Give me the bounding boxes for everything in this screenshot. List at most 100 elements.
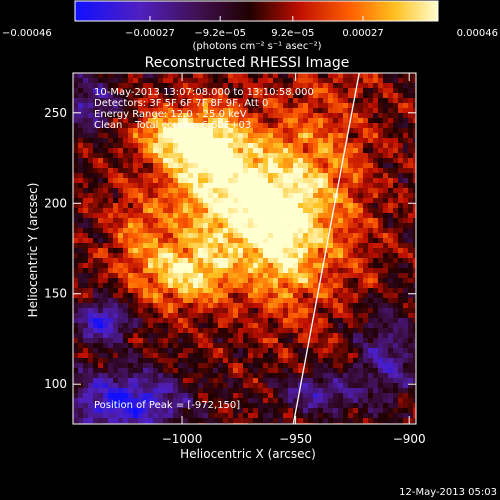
- heatmap-cell: [83, 108, 89, 114]
- heatmap-cell: [238, 263, 244, 269]
- heatmap-cell: [298, 338, 304, 344]
- heatmap-cell: [398, 293, 404, 299]
- heatmap-cell: [343, 88, 349, 94]
- heatmap-cell: [283, 368, 289, 374]
- heatmap-cell: [258, 183, 264, 189]
- heatmap-cell: [273, 163, 279, 169]
- heatmap-cell: [148, 348, 154, 354]
- heatmap-cell: [83, 273, 89, 279]
- heatmap-cell: [388, 103, 394, 109]
- heatmap-cell: [198, 143, 204, 149]
- heatmap-cell: [318, 168, 324, 174]
- heatmap-cell: [178, 193, 184, 199]
- heatmap-cell: [393, 263, 399, 269]
- heatmap-cell: [283, 288, 289, 294]
- heatmap-cell: [413, 398, 416, 404]
- heatmap-cell: [223, 218, 229, 224]
- heatmap-cell: [218, 223, 224, 229]
- heatmap-cell: [78, 243, 84, 249]
- heatmap-cell: [383, 138, 389, 144]
- heatmap-cell: [168, 343, 174, 349]
- heatmap-cell: [248, 173, 254, 179]
- heatmap-cell: [78, 403, 84, 409]
- heatmap-cell: [303, 318, 309, 324]
- heatmap-cell: [203, 123, 209, 129]
- heatmap-cell: [193, 353, 199, 359]
- heatmap-cell: [128, 208, 134, 214]
- heatmap-cell: [373, 263, 379, 269]
- heatmap-cell: [183, 303, 189, 309]
- heatmap-cell: [348, 338, 354, 344]
- heatmap-cell: [273, 193, 279, 199]
- heatmap-cell: [308, 303, 314, 309]
- heatmap-cell: [283, 408, 289, 414]
- heatmap-cell: [198, 173, 204, 179]
- heatmap-cell: [148, 233, 154, 239]
- heatmap-cell: [113, 408, 119, 414]
- heatmap-cell: [238, 223, 244, 229]
- heatmap-cell: [78, 128, 84, 134]
- heatmap-cell: [168, 173, 174, 179]
- heatmap-cell: [73, 263, 79, 269]
- heatmap-cell: [328, 203, 334, 209]
- heatmap-cell: [73, 313, 79, 319]
- heatmap-cell: [123, 388, 129, 394]
- heatmap-cell: [193, 388, 199, 394]
- heatmap-cell: [228, 273, 234, 279]
- heatmap-cell: [143, 273, 149, 279]
- heatmap-cell: [358, 398, 364, 404]
- heatmap-cell: [148, 338, 154, 344]
- heatmap-cell: [388, 268, 394, 274]
- heatmap-cell: [83, 168, 89, 174]
- heatmap-cell: [253, 213, 259, 219]
- heatmap-cell: [233, 398, 239, 404]
- heatmap-cell: [133, 118, 139, 124]
- heatmap-cell: [248, 343, 254, 349]
- heatmap-cell: [298, 308, 304, 314]
- heatmap-cell: [203, 363, 209, 369]
- heatmap-cell: [238, 248, 244, 254]
- heatmap-cell: [358, 368, 364, 374]
- heatmap-cell: [243, 378, 249, 384]
- heatmap-cell: [358, 323, 364, 329]
- heatmap-cell: [103, 183, 109, 189]
- heatmap-cell: [303, 323, 309, 329]
- heatmap-cell: [118, 128, 124, 134]
- heatmap-cell: [203, 153, 209, 159]
- heatmap-cell: [178, 303, 184, 309]
- heatmap-cell: [403, 193, 409, 199]
- heatmap-cell: [153, 188, 159, 194]
- heatmap-cell: [318, 203, 324, 209]
- heatmap-cell: [373, 238, 379, 244]
- heatmap-cell: [223, 163, 229, 169]
- heatmap-cell: [98, 143, 104, 149]
- heatmap-cell: [103, 178, 109, 184]
- heatmap-cell: [333, 273, 339, 279]
- heatmap-cell: [273, 108, 279, 114]
- heatmap-cell: [368, 168, 374, 174]
- heatmap-cell: [168, 103, 174, 109]
- heatmap-cell: [298, 173, 304, 179]
- heatmap-cell: [158, 343, 164, 349]
- heatmap-cell: [303, 308, 309, 314]
- heatmap-cell: [258, 218, 264, 224]
- heatmap-cell: [263, 368, 269, 374]
- heatmap-cell: [113, 88, 119, 94]
- heatmap-cell: [158, 228, 164, 234]
- heatmap-cell: [293, 228, 299, 234]
- heatmap-cell: [113, 313, 119, 319]
- heatmap-cell: [163, 78, 169, 84]
- heatmap-cell: [253, 168, 259, 174]
- heatmap-cell: [263, 373, 269, 379]
- heatmap-cell: [393, 118, 399, 124]
- heatmap-cell: [403, 103, 409, 109]
- heatmap-cell: [128, 108, 134, 114]
- heatmap-cell: [88, 348, 94, 354]
- heatmap-cell: [293, 323, 299, 329]
- heatmap-cell: [413, 163, 416, 169]
- heatmap-cell: [208, 233, 214, 239]
- heatmap-cell: [193, 238, 199, 244]
- heatmap-cell: [368, 293, 374, 299]
- heatmap-cell: [328, 143, 334, 149]
- heatmap-cell: [73, 153, 79, 159]
